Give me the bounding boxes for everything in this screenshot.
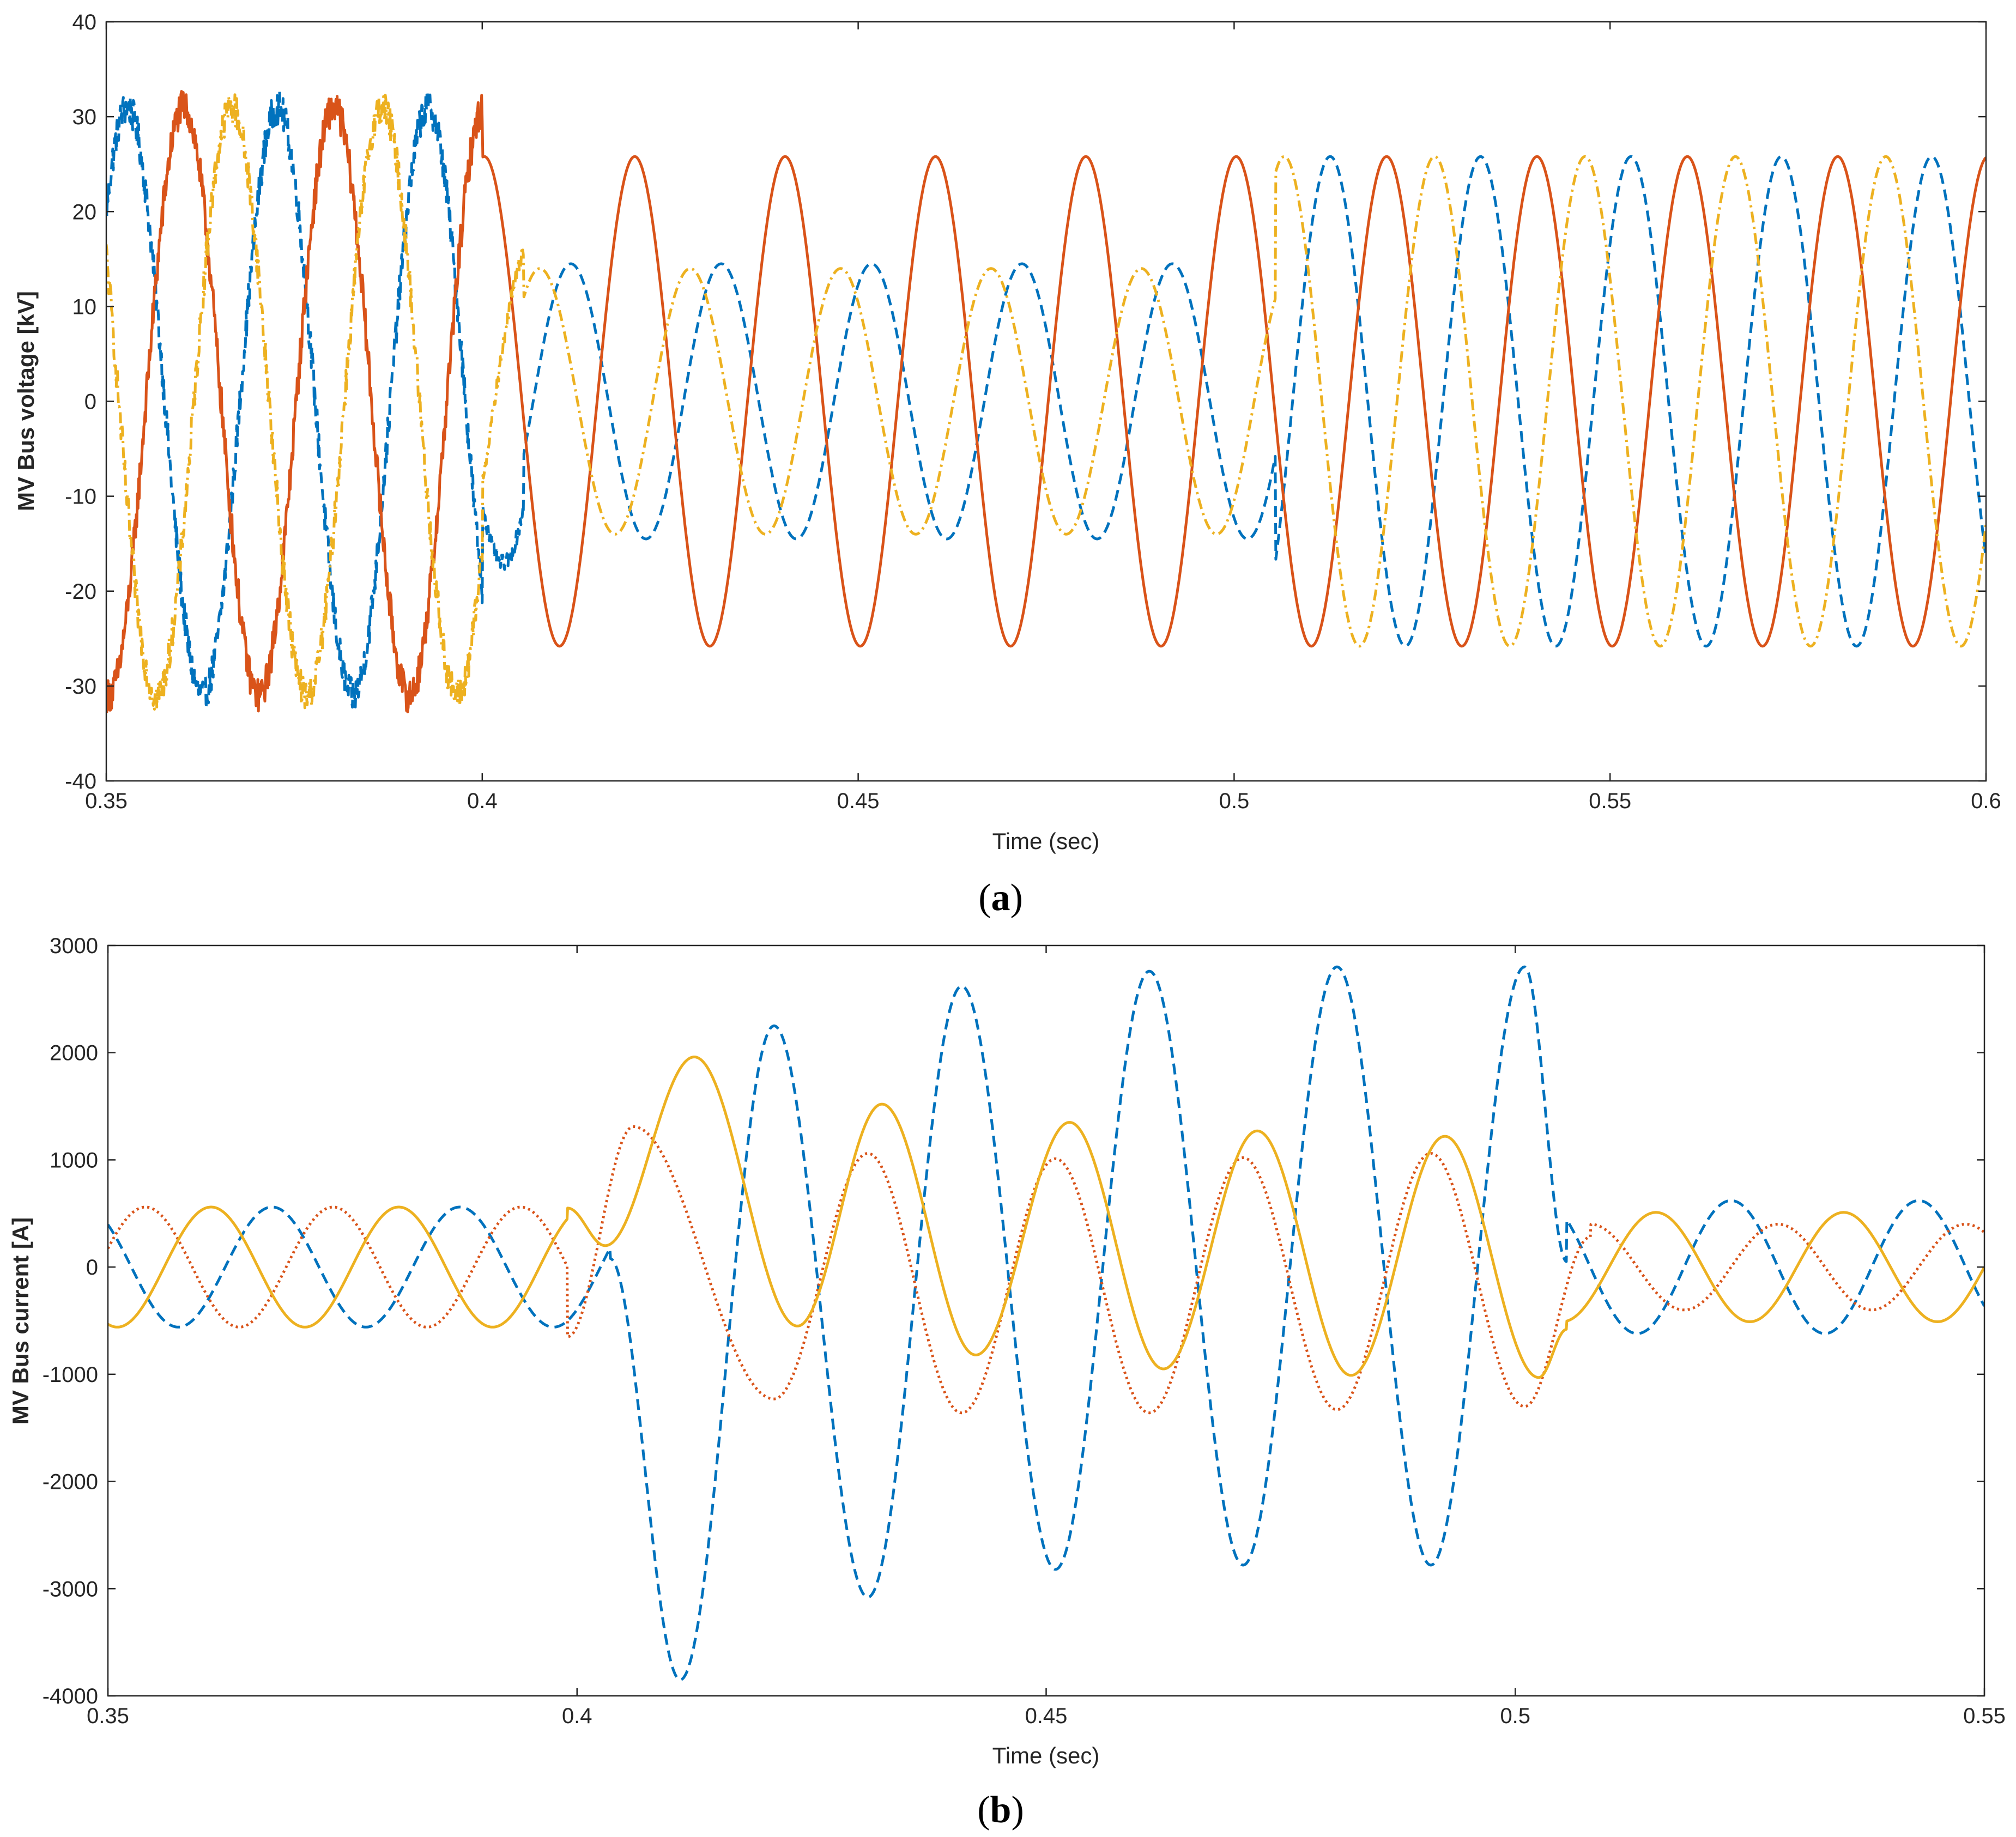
y-tick-label: -3000 (43, 1577, 98, 1601)
panel-a-caption-letter: a (991, 877, 1010, 919)
panel-b-series-group (108, 965, 1984, 1681)
panel-b-xlabel: Time (sec) (992, 1743, 1100, 1768)
y-tick-label: 10 (72, 295, 97, 319)
y-tick-label: 40 (72, 10, 97, 34)
x-tick-label: 0.45 (837, 789, 880, 813)
panel-a-series-group (106, 89, 1986, 713)
series-line-3 (106, 93, 1986, 711)
x-tick-label: 0.35 (87, 1704, 129, 1728)
y-tick-label: -4000 (43, 1684, 98, 1708)
y-tick-label: 0 (84, 390, 96, 414)
y-tick-label: -1000 (43, 1363, 98, 1387)
y-tick-label: -2000 (43, 1470, 98, 1494)
x-tick-label: 0.35 (85, 789, 128, 813)
panel-a-xlabel: Time (sec) (992, 828, 1100, 854)
panel-b-ylabel: MV Bus current [A] (8, 1217, 33, 1424)
x-tick-label: 0.55 (1963, 1704, 2006, 1728)
y-tick-label: -10 (65, 485, 96, 509)
panel-b-ticks: 0.35 0.4 0.45 0.5 0.55 -4000 -3000 -2000 -1000 0 1… (43, 934, 2006, 1728)
series-line-3 (108, 1056, 1984, 1379)
y-tick-label: 30 (72, 105, 97, 129)
panel-a-ylabel: MV Bus voltage [kV] (13, 291, 39, 511)
x-tick-label: 0.6 (1971, 789, 2001, 813)
panel-b: 0.35 0.4 0.45 0.5 0.55 -4000 -3000 -2000 -1000 0 1… (8, 934, 2006, 1831)
y-tick-label: -20 (65, 580, 96, 604)
series-line-2 (108, 1125, 1984, 1415)
panel-a-plot-area (106, 22, 1986, 781)
x-tick-label: 0.5 (1219, 789, 1250, 813)
x-tick-label: 0.5 (1500, 1704, 1530, 1728)
x-tick-label: 0.55 (1589, 789, 1631, 813)
y-tick-label: -40 (65, 769, 96, 793)
y-tick-label: 3000 (50, 934, 98, 958)
y-tick-label: 2000 (50, 1041, 98, 1065)
panel-a-ticks: 0.35 0.4 0.45 0.5 0.55 0.6 -40 -30 -20 -10 0 10 20 30… (65, 10, 2001, 813)
series-line-2 (106, 90, 1986, 713)
panel-b-caption: (b) (977, 1789, 1024, 1831)
x-tick-label: 0.4 (562, 1704, 592, 1728)
panel-a: 0.35 0.4 0.45 0.5 0.55 0.6 -40 -30 -20 -10 0 10 20 30… (13, 10, 2001, 919)
panel-a-caption: (a) (978, 877, 1023, 919)
y-tick-label: 20 (72, 200, 97, 224)
y-tick-label: -30 (65, 675, 96, 699)
x-tick-label: 0.45 (1025, 1704, 1068, 1728)
x-tick-label: 0.4 (467, 789, 498, 813)
panel-b-plot-area (108, 945, 1984, 1696)
y-tick-label: 0 (86, 1256, 98, 1280)
y-tick-label: 1000 (50, 1148, 98, 1172)
series-line-1 (106, 89, 1986, 710)
series-line-1 (108, 965, 1984, 1681)
panel-b-caption-letter: b (990, 1789, 1012, 1831)
